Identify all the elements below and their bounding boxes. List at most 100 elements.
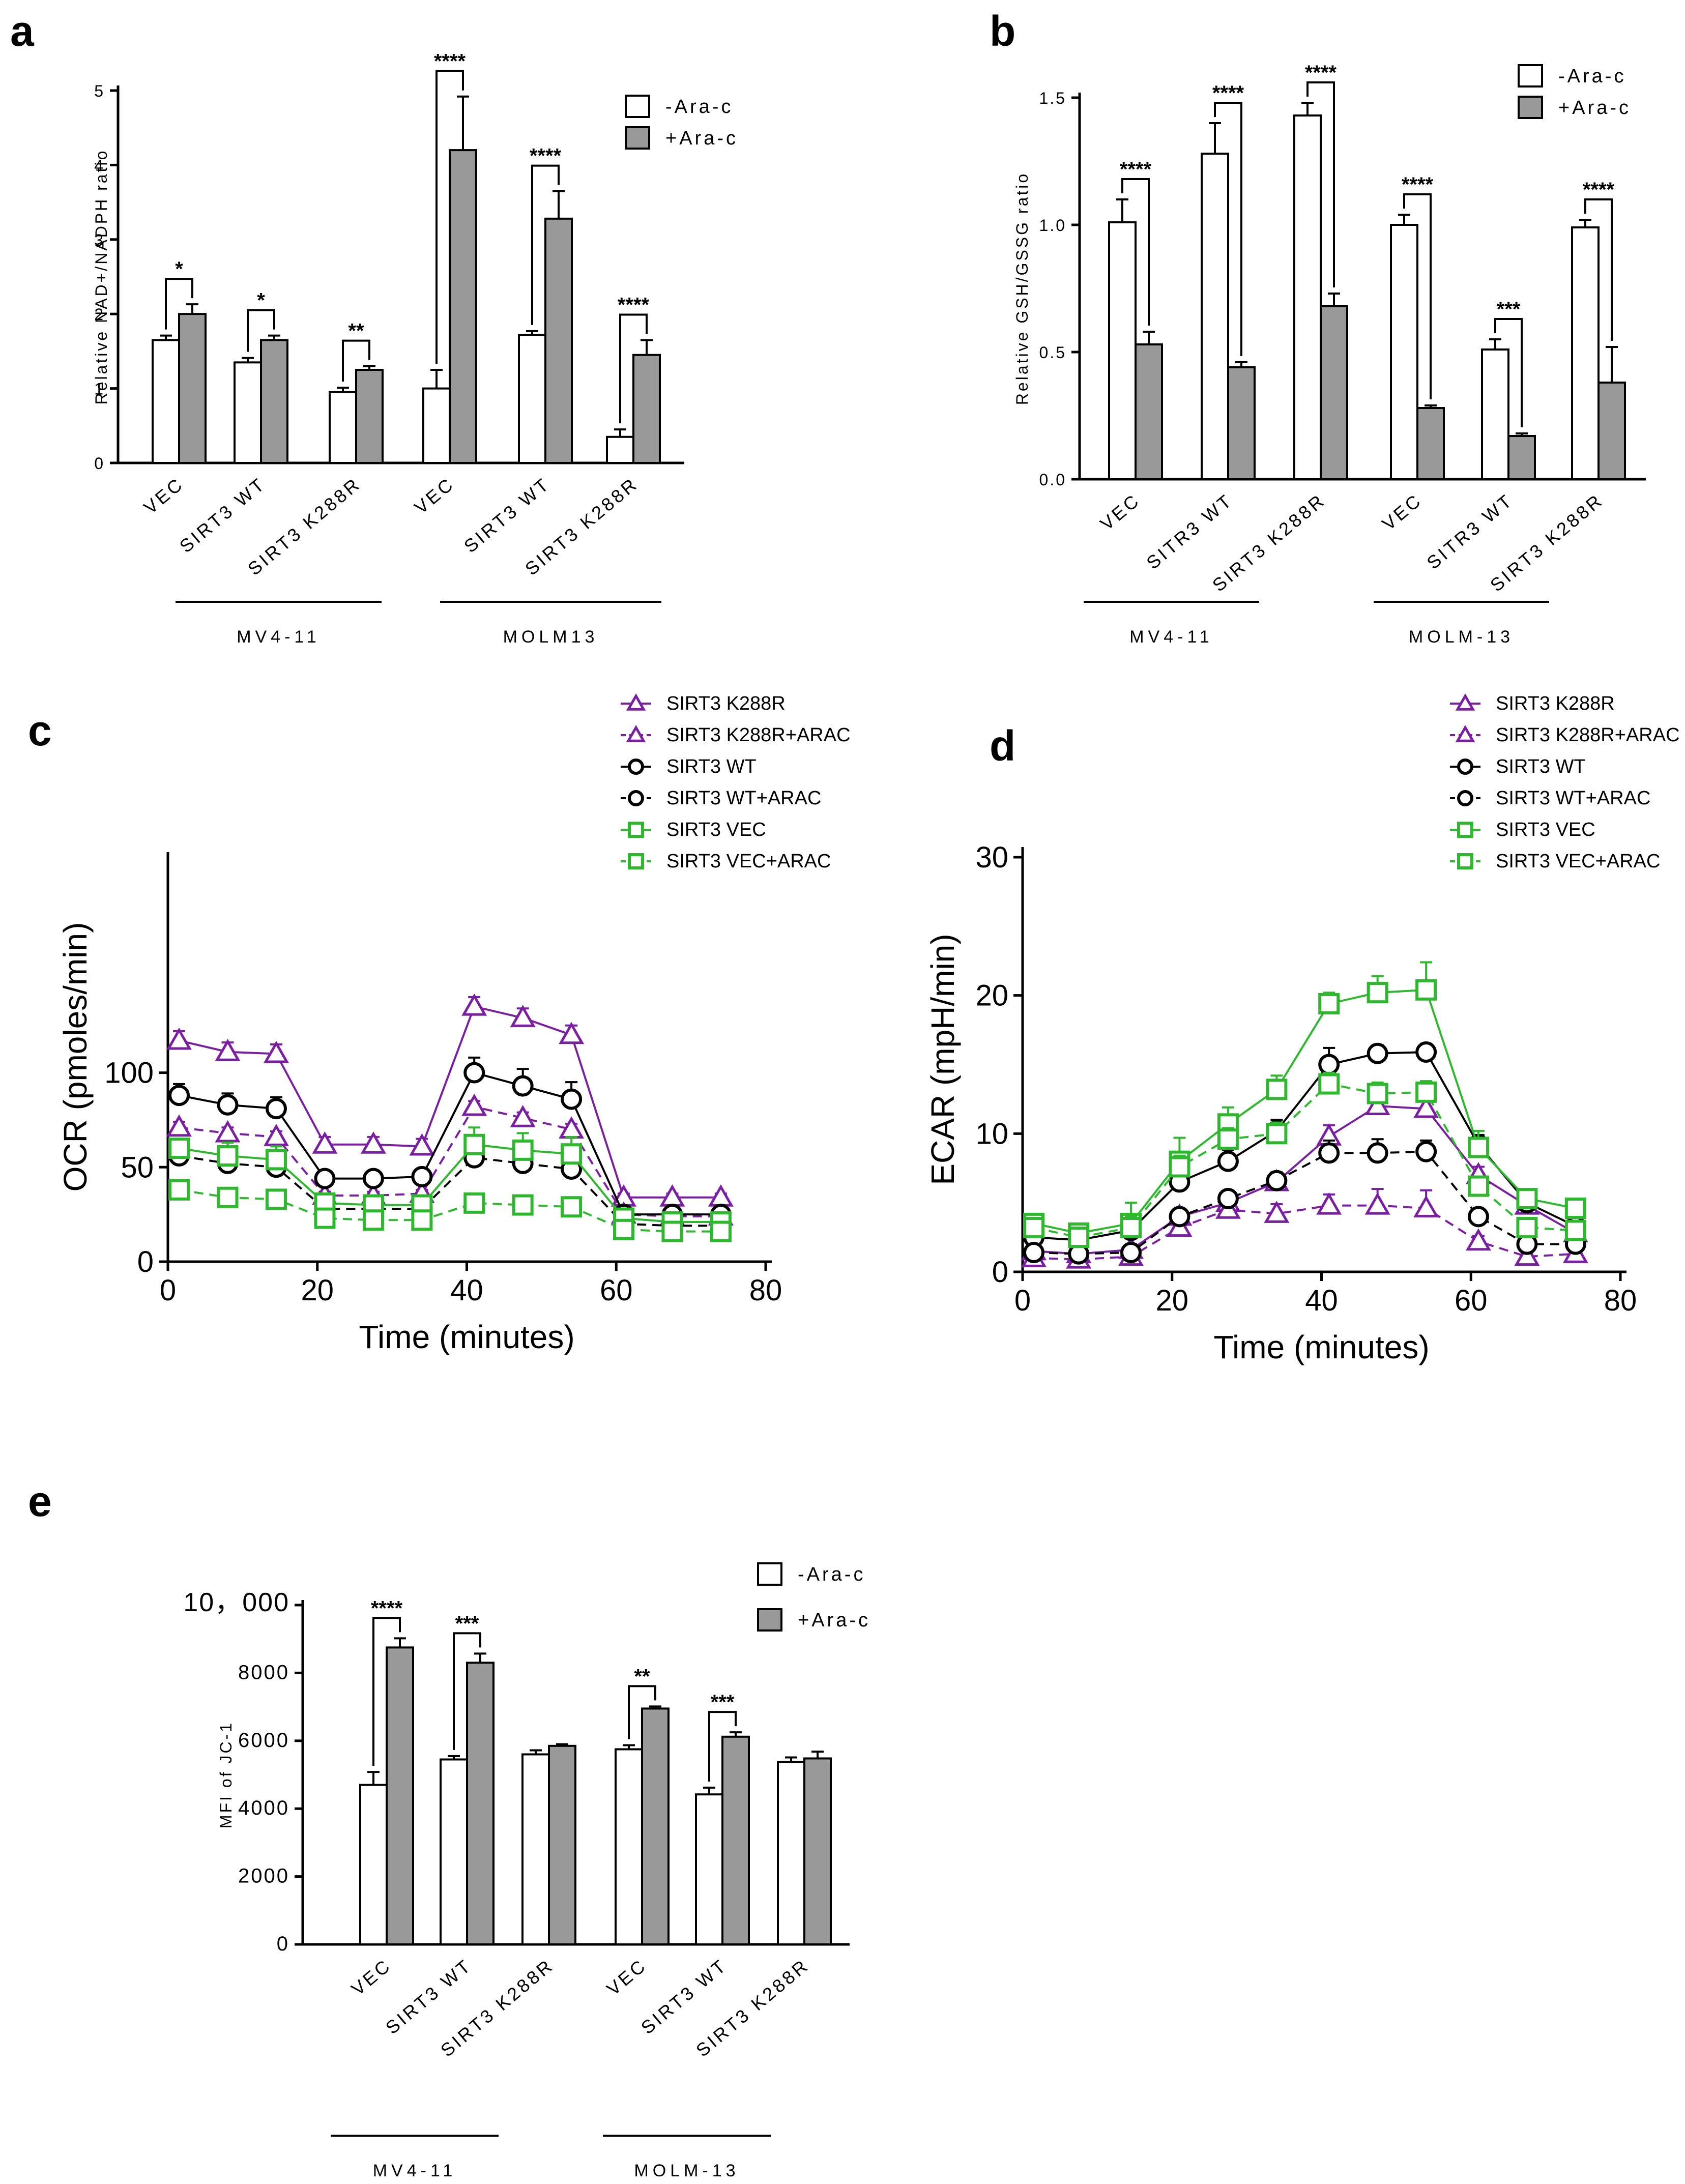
marker-square: [1516, 1217, 1538, 1239]
y-tick-label: 6000: [238, 1729, 289, 1752]
bar-minus-1: [1201, 153, 1229, 480]
marker-circle: [628, 759, 644, 775]
marker-triangle: [1316, 1192, 1342, 1215]
marker-triangle: [1514, 1243, 1540, 1266]
bar-plus-2: [355, 369, 384, 464]
x-tick-label: VEC: [1378, 489, 1427, 535]
marker-square: [1367, 982, 1388, 1004]
significance-bracket: [1494, 318, 1523, 427]
y-tick-label: 4: [94, 156, 105, 174]
y-tick-label: 10: [975, 1117, 1008, 1150]
marker-square: [411, 1209, 433, 1231]
panel-letter-b: b: [990, 7, 1015, 55]
bar-plus-5: [632, 354, 661, 464]
marker-triangle: [1364, 1192, 1390, 1215]
series-0: [166, 993, 734, 1207]
bar-plus-5: [803, 1757, 832, 1945]
marker-square: [710, 1220, 732, 1242]
series-3: [168, 1145, 732, 1237]
bar-plus-2: [1320, 305, 1348, 480]
bar-plus-5: [1597, 382, 1626, 480]
bar-minus-1: [234, 361, 262, 464]
series-line: [179, 1005, 721, 1199]
significance-label: ****: [1305, 62, 1337, 84]
marker-square: [217, 1145, 239, 1167]
marker-square: [512, 1139, 534, 1161]
marker-circle: [1169, 1206, 1190, 1228]
legend-swatch: [1518, 64, 1543, 88]
significance-label: ****: [1402, 173, 1434, 196]
marker-square: [613, 1218, 634, 1240]
significance-bracket: [453, 1632, 481, 1750]
marker-circle: [512, 1075, 534, 1097]
marker-triangle: [510, 1104, 536, 1127]
significance-label: ****: [1120, 158, 1152, 181]
marker-circle: [362, 1168, 384, 1189]
bar-plus-3: [1416, 407, 1445, 480]
x-tick-label: 80: [1604, 1284, 1637, 1317]
panel-letter-e: e: [28, 1477, 52, 1525]
y-tick-label: 8000: [238, 1661, 289, 1683]
bar-minus-5: [777, 1761, 805, 1946]
marker-square: [561, 1196, 583, 1218]
bar-minus-3: [615, 1748, 643, 1946]
marker-square: [168, 1179, 190, 1201]
x-tick-label: 0: [1014, 1284, 1031, 1317]
series-line: [1033, 988, 1576, 1234]
chart-d: 0 20 40 60 80 0 10 20 30 Time (minutes) ECAR (mpH/…: [924, 693, 1680, 1365]
marker-circle: [265, 1098, 287, 1120]
y-tick-label: 20: [975, 979, 1008, 1012]
legend-label: +Ara-c: [1558, 97, 1631, 119]
marker-triangle: [1413, 1095, 1439, 1118]
significance-bracket: [619, 313, 648, 424]
marker-square: [1318, 1073, 1340, 1095]
series-line: [1033, 1051, 1576, 1241]
chart-a: 0 1 2 3 4 5 Relative NAD+/NADPH ratio * VEC * SIRT…: [92, 50, 736, 647]
bar-plus-0: [178, 313, 207, 464]
marker-square: [1516, 1188, 1538, 1210]
significance-label: ****: [1212, 82, 1244, 104]
series-line: [1033, 1150, 1576, 1255]
significance-bracket: [1306, 81, 1335, 287]
y-axis-title: ECAR (mpH/min): [924, 934, 961, 1185]
bar-minus-2: [329, 391, 357, 464]
y-tick-label: 4000: [238, 1797, 289, 1819]
group-label: MOLM-13: [634, 2161, 739, 2180]
marker-square: [1367, 1083, 1388, 1104]
legend-label: SIRT3 WT: [1496, 756, 1586, 777]
significance-bracket: [1214, 102, 1242, 356]
significance-bracket: [342, 339, 370, 382]
significance-bracket: [372, 1617, 401, 1766]
marker-circle: [1266, 1170, 1288, 1191]
bar-plus-4: [544, 217, 573, 464]
marker-circle: [1457, 759, 1473, 775]
marker-square: [561, 1143, 583, 1165]
x-tick-label: VEC: [347, 1955, 396, 2000]
significance-label: **: [634, 1665, 650, 1687]
y-tick-label: 1: [94, 380, 105, 398]
series-2: [1023, 1041, 1586, 1251]
marker-square: [463, 1192, 485, 1214]
marker-circle: [1457, 790, 1473, 806]
significance-label: ***: [455, 1612, 479, 1635]
significance-bracket: [247, 309, 275, 352]
y-tick-label: 0: [137, 1245, 154, 1278]
bar-plus-1: [1227, 366, 1256, 480]
bar-minus-2: [1293, 114, 1322, 480]
x-tick-label: SIRT3 WT: [176, 473, 270, 557]
significance-label: ****: [434, 50, 466, 73]
marker-circle: [561, 1088, 583, 1110]
significance-label: ****: [1583, 179, 1615, 201]
x-tick-label: 20: [301, 1274, 334, 1307]
x-tick-label: 60: [600, 1274, 633, 1307]
bar-minus-3: [1390, 224, 1418, 480]
marker-square: [628, 822, 644, 838]
marker-square: [1266, 1079, 1288, 1100]
legend-label: -Ara-c: [665, 96, 733, 118]
marker-triangle: [461, 993, 487, 1016]
x-tick-label: SITR3 WT: [1422, 489, 1517, 573]
x-tick-label: VEC: [603, 1955, 651, 2000]
marker-square: [661, 1220, 683, 1242]
y-tick-label: 10，000: [183, 1588, 289, 1617]
